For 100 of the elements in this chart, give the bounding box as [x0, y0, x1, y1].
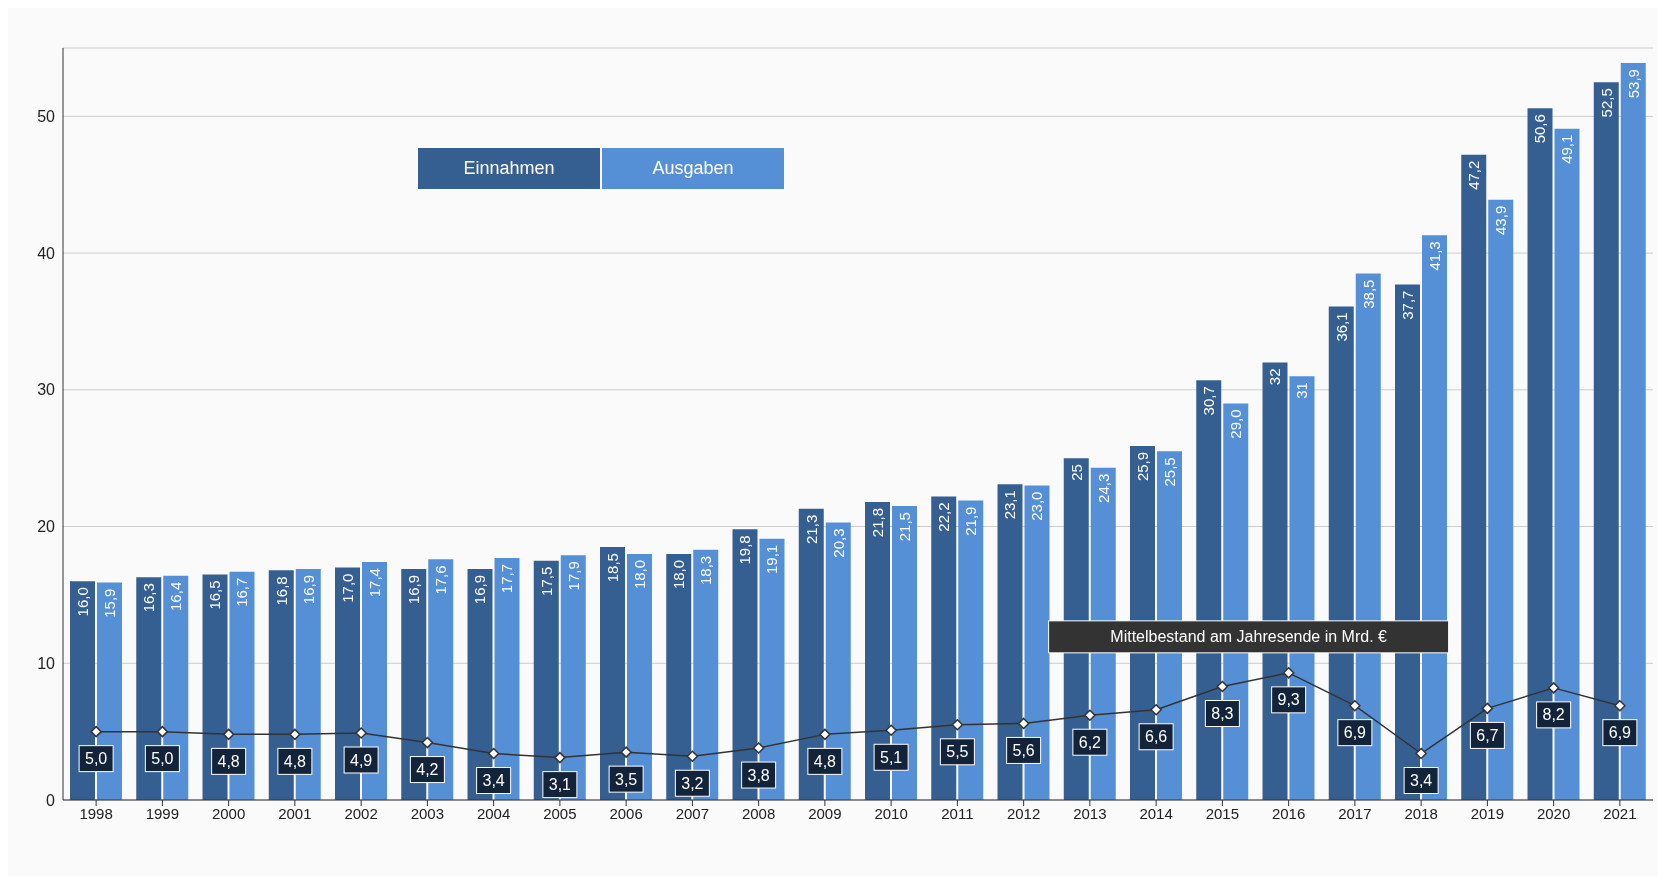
x-tick-label: 2001 [278, 804, 312, 822]
point [222, 728, 235, 741]
y-tick-label: 50 [37, 108, 56, 126]
data-label: 16,0 [74, 587, 91, 617]
data-label: 36,1 [1332, 312, 1350, 342]
x-tick-label: 2019 [1470, 804, 1505, 822]
data-label: 16,8 [272, 576, 290, 606]
data-label: 21,5 [896, 512, 913, 542]
data-label: 49,1 [1558, 134, 1576, 164]
data-label: 3,8 [747, 766, 770, 784]
data-label: 4,8 [217, 752, 240, 770]
data-label: 6,9 [1343, 724, 1367, 742]
data-label: 4,9 [350, 751, 373, 769]
data-label: 3,4 [1410, 772, 1433, 790]
x-tick-label: 2018 [1404, 804, 1438, 822]
data-label: 29,0 [1227, 409, 1245, 439]
data-label: 16,9 [405, 574, 423, 605]
data-label: 16,3 [140, 583, 158, 613]
x-tick-label: 2021 [1603, 804, 1637, 822]
data-label: 21,3 [802, 514, 820, 544]
data-label: 8,2 [1542, 706, 1565, 724]
y-tick-label: 10 [37, 654, 56, 672]
data-label: 5,0 [85, 750, 108, 768]
x-tick-label: 2014 [1139, 804, 1173, 822]
data-label: 18,0 [670, 559, 688, 590]
data-label: 16,9 [299, 574, 317, 605]
data-label: 30,7 [1200, 386, 1218, 416]
data-label: 21,8 [869, 507, 886, 538]
data-label: 4,2 [416, 761, 439, 779]
data-label: 9,3 [1277, 691, 1300, 709]
data-label: 22,2 [935, 502, 953, 532]
data-label: 3,1 [548, 776, 572, 794]
point [421, 736, 434, 749]
text: Ausgaben [602, 148, 784, 189]
x-tick-label: 2000 [211, 804, 246, 822]
data-label: 50,6 [1531, 114, 1549, 144]
data-label: 32 [1266, 368, 1284, 386]
data-label: 19,1 [763, 544, 781, 575]
data-label: 8,3 [1211, 705, 1234, 723]
x-tick-label: 2010 [874, 804, 908, 822]
data-label: 5,5 [946, 743, 969, 761]
data-label: 5,6 [1012, 741, 1035, 759]
point [1017, 717, 1030, 730]
data-label: 25 [1067, 464, 1085, 481]
x-tick-label: 2002 [344, 804, 378, 822]
data-label: 17,4 [366, 568, 383, 598]
x-tick-label: 2004 [476, 804, 511, 822]
point [620, 746, 632, 758]
data-label: 6,6 [1145, 728, 1168, 746]
point [90, 725, 102, 738]
x-tick-label: 2013 [1073, 804, 1107, 822]
data-label: 18,0 [631, 559, 648, 590]
data-label: 25,5 [1161, 457, 1178, 487]
data-label: 16,4 [167, 581, 185, 611]
x-tick-label: 2003 [410, 804, 445, 822]
data-label: 4,8 [283, 752, 307, 770]
data-label: 41,3 [1426, 241, 1443, 271]
data-label: 23,0 [1028, 491, 1046, 521]
x-tick-label: 2017 [1338, 804, 1372, 822]
point [1282, 667, 1295, 679]
point [686, 750, 699, 762]
point [752, 742, 765, 754]
data-label: 31 [1293, 382, 1311, 399]
point [1614, 699, 1626, 712]
data-label: 21,9 [962, 506, 980, 536]
data-label: 23,1 [1001, 490, 1019, 520]
x-tick-label: 2012 [1006, 804, 1041, 822]
data-label: 47,2 [1465, 160, 1483, 190]
data-label: 5,1 [880, 748, 903, 766]
data-label: 17,9 [564, 561, 582, 591]
data-label: 16,7 [233, 577, 251, 607]
point [554, 751, 566, 764]
data-label: 52,5 [1597, 88, 1615, 118]
x-tick-label: 2005 [543, 804, 577, 822]
x-tick-label: 2016 [1271, 804, 1306, 822]
data-label: 19,8 [736, 535, 754, 565]
point [885, 724, 897, 737]
x-tick-label: 2009 [808, 804, 842, 822]
data-label: 6,9 [1608, 724, 1632, 742]
point [1547, 682, 1560, 694]
data-label: 3,4 [482, 772, 505, 790]
text: Mittelbestand am Jahresende in Mrd. € [1110, 628, 1388, 646]
point [819, 728, 831, 741]
x-tick-label: 2007 [675, 804, 710, 822]
x-tick-label: 2006 [609, 804, 643, 822]
text: Einnahmen [418, 148, 600, 189]
data-label: 16,5 [206, 580, 224, 610]
data-label: 18,3 [697, 555, 715, 585]
data-label: 53,9 [1624, 69, 1642, 99]
data-label: 17,5 [537, 566, 555, 596]
data-label: 3,5 [615, 770, 638, 788]
data-label: 6,7 [1476, 726, 1499, 744]
point [1216, 680, 1229, 693]
x-tick-label: 2011 [941, 804, 974, 822]
point [289, 728, 301, 741]
data-label: 43,9 [1492, 205, 1510, 235]
data-label: 5,0 [151, 750, 174, 768]
data-label: 25,9 [1134, 451, 1151, 482]
x-tick-label: 1998 [79, 804, 113, 822]
data-label: 20,3 [829, 528, 847, 558]
